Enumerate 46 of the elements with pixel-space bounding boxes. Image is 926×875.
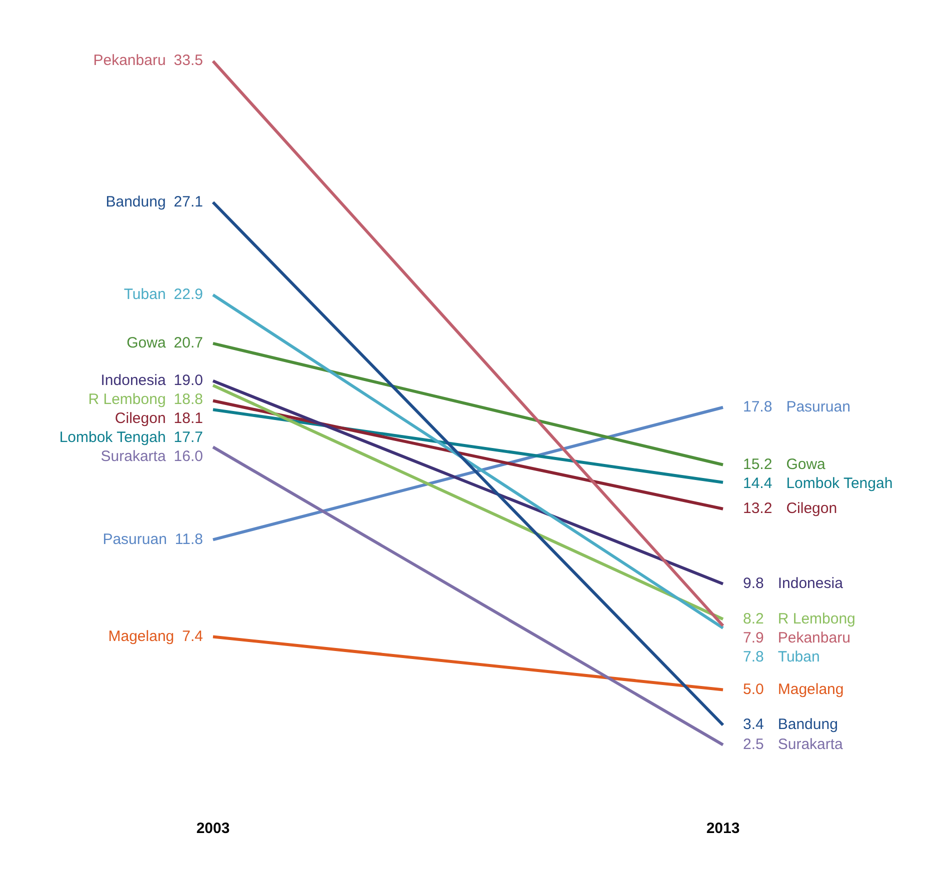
x-tick-label: 2013: [706, 820, 740, 838]
data-label: 19.0: [174, 372, 203, 390]
text: Surakarta: [778, 736, 843, 753]
data-label: 18.8: [174, 391, 203, 408]
text: R Lembong: [778, 610, 856, 628]
data-label: 18.1: [174, 410, 203, 428]
data-label: 15.2: [743, 456, 772, 473]
text: Lombok Tengah: [786, 474, 893, 492]
data-label: 7.9: [743, 629, 764, 646]
data-label: 33.5: [174, 52, 203, 70]
text: Magelang: [778, 680, 844, 698]
text: Cilegon: [114, 410, 166, 428]
text: Bandung: [106, 193, 166, 210]
text: Pekanbaru: [93, 52, 166, 70]
data-label: 27.1: [174, 193, 203, 210]
data-label: 17.7: [174, 429, 203, 446]
text: Indonesia: [778, 574, 843, 592]
text: R Lembong: [88, 391, 166, 408]
text: Pasuruan: [786, 398, 850, 416]
data-label: 22.9: [174, 286, 203, 304]
text: Pekanbaru: [778, 629, 850, 646]
data-label: 3.4: [743, 716, 764, 734]
text: Gowa: [786, 456, 826, 473]
text: Tuban: [124, 286, 166, 304]
x-tick-label: 2003: [196, 820, 230, 838]
text: Tuban: [778, 648, 820, 666]
data-label: 11.8: [174, 530, 203, 548]
text: Lombok Tengah: [59, 429, 166, 446]
data-label: 7.8: [743, 648, 764, 666]
text: Indonesia: [100, 372, 166, 390]
text: Cilegon: [786, 500, 838, 517]
text: Magelang: [108, 628, 174, 645]
data-label: 17.8: [743, 398, 772, 416]
data-label: 16.0: [174, 448, 203, 466]
data-label: 14.4: [743, 474, 772, 492]
text: Surakarta: [100, 448, 166, 466]
text: Gowa: [126, 334, 166, 352]
data-label: 2.5: [743, 736, 764, 753]
text: Pasuruan: [102, 530, 167, 548]
data-label: 8.2: [743, 610, 764, 628]
data-label: 5.0: [743, 680, 764, 698]
data-label: 20.7: [174, 334, 203, 352]
data-label: 7.4: [182, 628, 203, 645]
data-label: 13.2: [743, 500, 772, 517]
text: Bandung: [778, 716, 838, 734]
data-label: 9.8: [743, 574, 764, 592]
